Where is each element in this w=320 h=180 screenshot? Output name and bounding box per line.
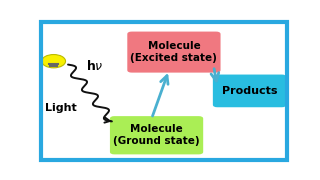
FancyBboxPatch shape xyxy=(110,116,203,154)
Text: Light: Light xyxy=(45,103,77,112)
Circle shape xyxy=(42,55,66,68)
Text: h$\nu$: h$\nu$ xyxy=(86,59,103,73)
FancyBboxPatch shape xyxy=(213,75,286,107)
FancyBboxPatch shape xyxy=(127,31,220,73)
Text: Molecule
(Excited state): Molecule (Excited state) xyxy=(131,41,217,63)
Text: Molecule
(Ground state): Molecule (Ground state) xyxy=(113,124,200,147)
Text: Products: Products xyxy=(222,86,277,96)
